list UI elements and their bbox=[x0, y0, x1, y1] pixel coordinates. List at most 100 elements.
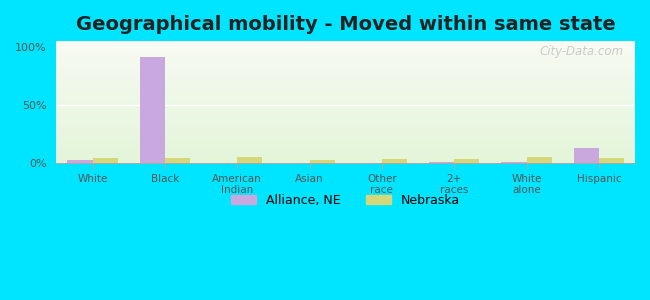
Bar bbox=[57, 64, 635, 65]
Bar bbox=[599, 158, 624, 163]
Bar bbox=[57, 111, 635, 112]
Bar bbox=[57, 101, 635, 102]
Bar bbox=[57, 81, 635, 83]
Bar bbox=[57, 91, 635, 92]
Bar bbox=[57, 142, 635, 144]
Bar bbox=[57, 68, 635, 69]
Bar bbox=[57, 138, 635, 139]
Bar bbox=[57, 69, 635, 70]
Bar bbox=[501, 162, 526, 163]
Bar bbox=[57, 42, 635, 44]
Bar bbox=[57, 61, 635, 62]
Bar bbox=[57, 121, 635, 122]
Bar bbox=[57, 154, 635, 155]
Bar bbox=[57, 85, 635, 86]
Bar bbox=[57, 86, 635, 88]
Bar bbox=[57, 80, 635, 81]
Bar bbox=[57, 67, 635, 68]
Bar bbox=[57, 156, 635, 157]
Bar bbox=[57, 113, 635, 114]
Bar bbox=[57, 160, 635, 161]
Bar bbox=[57, 103, 635, 105]
Bar bbox=[57, 125, 635, 127]
Bar bbox=[57, 119, 635, 121]
Bar bbox=[57, 151, 635, 152]
Bar bbox=[57, 79, 635, 80]
Bar bbox=[57, 130, 635, 131]
Legend: Alliance, NE, Nebraska: Alliance, NE, Nebraska bbox=[226, 189, 465, 212]
Bar bbox=[57, 74, 635, 75]
Bar bbox=[382, 159, 407, 163]
Bar bbox=[57, 98, 635, 100]
Bar bbox=[57, 136, 635, 138]
Bar bbox=[57, 131, 635, 133]
Bar bbox=[57, 97, 635, 98]
Bar bbox=[454, 159, 480, 163]
Bar bbox=[57, 58, 635, 59]
Bar bbox=[57, 114, 635, 116]
Bar bbox=[57, 108, 635, 110]
Bar bbox=[57, 45, 635, 46]
Bar bbox=[57, 84, 635, 85]
Bar bbox=[57, 44, 635, 45]
Title: Geographical mobility - Moved within same state: Geographical mobility - Moved within sam… bbox=[76, 15, 616, 34]
Bar bbox=[57, 50, 635, 51]
Bar bbox=[57, 148, 635, 150]
Bar bbox=[526, 158, 552, 163]
Bar bbox=[57, 63, 635, 64]
Bar bbox=[92, 158, 118, 163]
Bar bbox=[57, 152, 635, 154]
Bar bbox=[57, 129, 635, 130]
Bar bbox=[57, 145, 635, 146]
Bar bbox=[57, 107, 635, 108]
Bar bbox=[57, 161, 635, 162]
Bar bbox=[57, 135, 635, 136]
Bar bbox=[57, 110, 635, 111]
Bar bbox=[57, 65, 635, 67]
Bar bbox=[57, 112, 635, 113]
Bar bbox=[57, 59, 635, 61]
Bar bbox=[57, 72, 635, 73]
Bar bbox=[57, 106, 635, 107]
Bar bbox=[573, 148, 599, 163]
Bar bbox=[57, 100, 635, 101]
Bar bbox=[57, 94, 635, 95]
Bar bbox=[237, 157, 263, 163]
Bar bbox=[429, 162, 454, 163]
Bar bbox=[57, 150, 635, 151]
Bar bbox=[67, 160, 92, 163]
Bar bbox=[57, 89, 635, 90]
Bar bbox=[57, 75, 635, 76]
Bar bbox=[57, 92, 635, 94]
Bar bbox=[57, 134, 635, 135]
Bar bbox=[57, 88, 635, 89]
Bar bbox=[57, 96, 635, 97]
Bar bbox=[57, 127, 635, 128]
Bar bbox=[57, 124, 635, 125]
Bar bbox=[57, 123, 635, 124]
Bar bbox=[57, 95, 635, 96]
Bar bbox=[57, 78, 635, 79]
Bar bbox=[57, 90, 635, 91]
Bar bbox=[57, 51, 635, 52]
Bar bbox=[57, 83, 635, 84]
Bar bbox=[57, 46, 635, 47]
Bar bbox=[57, 155, 635, 156]
Bar bbox=[309, 160, 335, 163]
Bar bbox=[57, 56, 635, 57]
Bar bbox=[57, 147, 635, 148]
Bar bbox=[57, 141, 635, 142]
Bar bbox=[57, 105, 635, 106]
Bar bbox=[57, 117, 635, 118]
Bar bbox=[57, 158, 635, 160]
Bar bbox=[57, 41, 635, 42]
Bar bbox=[57, 122, 635, 123]
Bar bbox=[57, 144, 635, 145]
Bar bbox=[57, 128, 635, 129]
Bar bbox=[57, 73, 635, 74]
Bar bbox=[57, 102, 635, 104]
Bar bbox=[57, 47, 635, 48]
Bar bbox=[57, 162, 635, 163]
Bar bbox=[57, 55, 635, 56]
Bar bbox=[165, 158, 190, 163]
